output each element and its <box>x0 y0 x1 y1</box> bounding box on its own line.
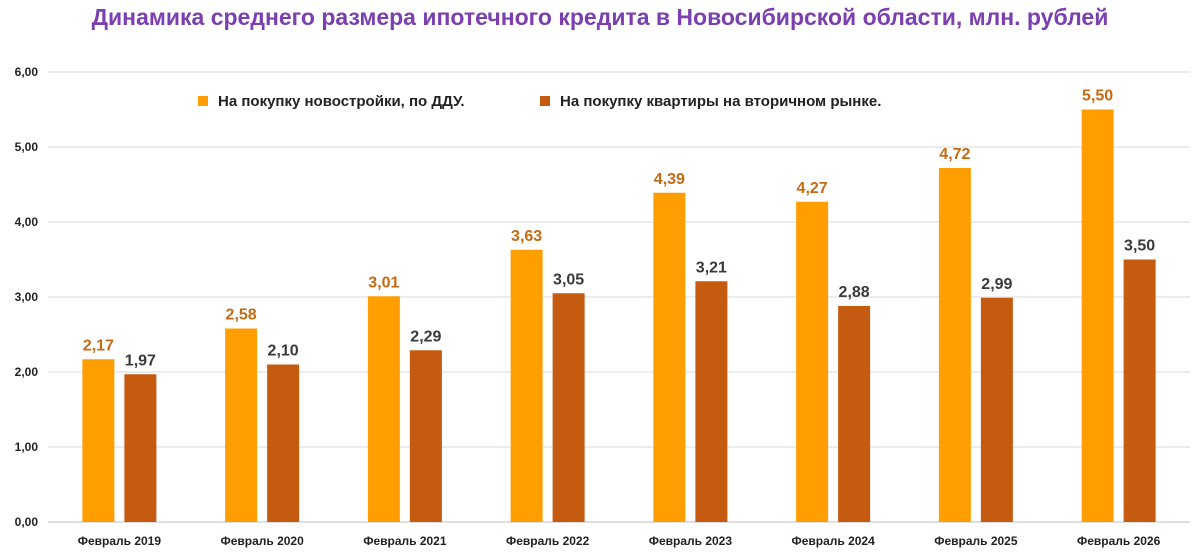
y-tick-label: 0,00 <box>15 515 39 529</box>
y-tick-label: 2,00 <box>15 365 39 379</box>
legend-label: На покупку новостройки, по ДДУ. <box>218 93 465 110</box>
data-label: 2,29 <box>410 328 441 345</box>
data-label: 2,17 <box>83 337 114 354</box>
data-label: 1,97 <box>125 352 156 369</box>
bar <box>796 201 829 522</box>
bar <box>653 192 686 522</box>
x-tick-label: Февраль 2019 <box>78 534 162 548</box>
bar <box>367 296 400 522</box>
bar <box>980 297 1013 522</box>
x-tick-label: Февраль 2025 <box>934 534 1018 548</box>
data-label: 3,05 <box>553 271 584 288</box>
chart-title: Динамика среднего размера ипотечного кре… <box>91 4 1109 30</box>
x-tick-label: Февраль 2024 <box>791 534 875 548</box>
data-label: 5,50 <box>1082 88 1113 105</box>
legend-label: На покупку квартиры на вторичном рынке. <box>560 93 881 110</box>
y-tick-label: 5,00 <box>15 140 39 154</box>
data-label: 3,21 <box>696 259 727 276</box>
bar <box>838 306 871 522</box>
bar <box>409 350 442 522</box>
legend-swatch <box>540 96 550 106</box>
data-label: 3,63 <box>511 228 542 245</box>
x-tick-label: Февраль 2021 <box>363 534 447 548</box>
data-label: 2,99 <box>981 276 1012 293</box>
data-label: 2,58 <box>226 307 257 324</box>
data-label: 3,50 <box>1124 238 1155 255</box>
bar <box>1081 109 1114 522</box>
x-tick-label: Февраль 2022 <box>506 534 590 548</box>
data-label: 4,27 <box>797 180 828 197</box>
y-tick-label: 6,00 <box>15 65 39 79</box>
bar <box>1123 259 1156 522</box>
bar <box>124 374 157 522</box>
data-label: 2,10 <box>268 343 299 360</box>
data-label: 4,39 <box>654 171 685 188</box>
data-label: 3,01 <box>368 274 399 291</box>
bar <box>267 364 300 522</box>
bar <box>938 168 971 522</box>
y-tick-label: 3,00 <box>15 290 39 304</box>
bar <box>225 328 258 522</box>
x-tick-label: Февраль 2026 <box>1077 534 1161 548</box>
y-tick-label: 1,00 <box>15 440 39 454</box>
x-tick-label: Февраль 2020 <box>220 534 304 548</box>
bar <box>82 359 115 522</box>
y-tick-label: 4,00 <box>15 215 39 229</box>
bar <box>510 249 543 522</box>
legend-swatch <box>198 96 208 106</box>
x-tick-label: Февраль 2023 <box>649 534 733 548</box>
data-label: 4,72 <box>939 146 970 163</box>
bar <box>552 293 585 522</box>
data-label: 2,88 <box>839 284 870 301</box>
bar <box>695 281 728 522</box>
